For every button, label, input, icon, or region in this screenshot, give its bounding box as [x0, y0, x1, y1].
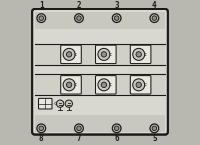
- Circle shape: [75, 14, 83, 22]
- FancyBboxPatch shape: [130, 45, 151, 64]
- Circle shape: [150, 124, 159, 133]
- Circle shape: [37, 14, 46, 22]
- Circle shape: [98, 48, 110, 60]
- Text: 1: 1: [39, 1, 44, 10]
- Circle shape: [75, 124, 83, 133]
- FancyBboxPatch shape: [32, 9, 168, 135]
- FancyBboxPatch shape: [130, 76, 151, 94]
- Text: c: c: [74, 82, 77, 87]
- Circle shape: [98, 79, 110, 91]
- Circle shape: [65, 100, 72, 107]
- FancyBboxPatch shape: [96, 76, 116, 94]
- Bar: [35, 115, 165, 132]
- Bar: [35, 12, 165, 29]
- Text: 3: 3: [114, 1, 119, 10]
- Bar: [35, 74, 165, 95]
- Text: c: c: [108, 82, 112, 87]
- Circle shape: [57, 100, 64, 107]
- Circle shape: [112, 14, 121, 22]
- Circle shape: [39, 16, 44, 20]
- Circle shape: [37, 124, 46, 133]
- Circle shape: [114, 16, 119, 20]
- Text: 2: 2: [77, 1, 81, 10]
- Circle shape: [66, 52, 72, 57]
- Circle shape: [136, 82, 141, 88]
- Text: 8: 8: [39, 134, 44, 143]
- Circle shape: [133, 48, 145, 60]
- Circle shape: [77, 126, 81, 131]
- Circle shape: [66, 82, 72, 88]
- Text: 7: 7: [77, 134, 81, 143]
- Circle shape: [136, 52, 141, 57]
- Text: 6: 6: [114, 134, 119, 143]
- Circle shape: [112, 124, 121, 133]
- Circle shape: [39, 126, 44, 131]
- Text: c: c: [143, 82, 146, 87]
- Text: c: c: [108, 52, 112, 57]
- Circle shape: [63, 48, 75, 60]
- Circle shape: [101, 82, 107, 88]
- Text: 5: 5: [152, 134, 157, 143]
- Text: c: c: [143, 52, 146, 57]
- Circle shape: [63, 79, 75, 91]
- FancyBboxPatch shape: [39, 98, 52, 109]
- Circle shape: [114, 126, 119, 131]
- Text: c: c: [74, 52, 77, 57]
- FancyBboxPatch shape: [61, 45, 81, 64]
- Circle shape: [101, 52, 107, 57]
- Circle shape: [152, 16, 157, 20]
- FancyBboxPatch shape: [61, 76, 81, 94]
- Text: c: c: [53, 101, 57, 106]
- FancyBboxPatch shape: [96, 45, 116, 64]
- Circle shape: [133, 79, 145, 91]
- Circle shape: [150, 14, 159, 22]
- Bar: [35, 44, 165, 65]
- Circle shape: [77, 16, 81, 20]
- Circle shape: [152, 126, 157, 131]
- Text: 4: 4: [152, 1, 157, 10]
